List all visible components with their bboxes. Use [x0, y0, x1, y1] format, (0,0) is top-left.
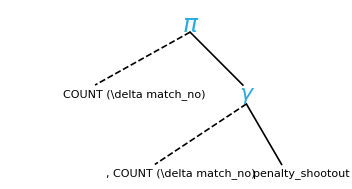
Text: penalty_shootout: penalty_shootout [253, 168, 350, 179]
Text: π: π [183, 13, 197, 36]
Text: COUNT (\delta match_no): COUNT (\delta match_no) [63, 89, 206, 100]
Text: , COUNT (\delta match_no): , COUNT (\delta match_no) [106, 168, 255, 179]
Text: γ: γ [240, 84, 253, 105]
